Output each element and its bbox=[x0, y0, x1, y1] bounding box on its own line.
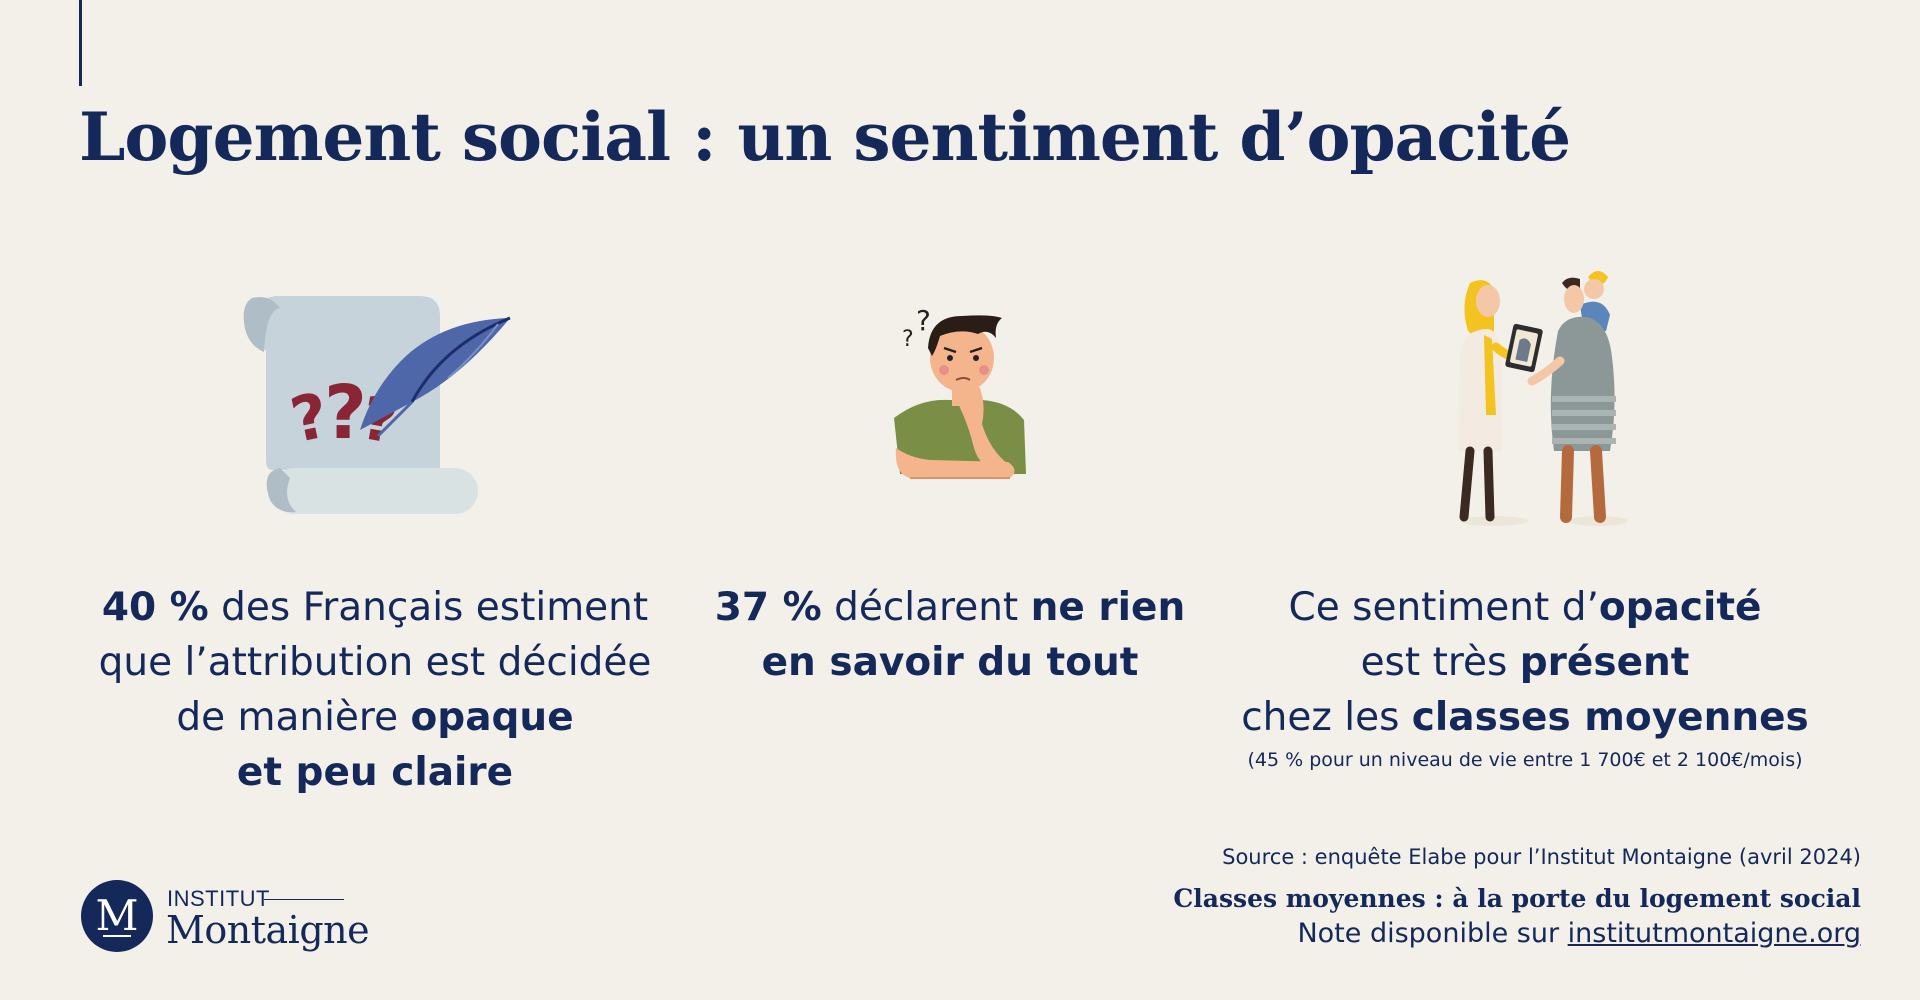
availability-note: Note disponible sur institutmontaigne.or… bbox=[1297, 918, 1861, 949]
stat-line: de manière opaque bbox=[75, 690, 675, 745]
stat-text: de manière bbox=[176, 695, 411, 740]
stat-text: des Français estiment bbox=[208, 585, 649, 630]
stat-percent: 40 % bbox=[101, 585, 209, 630]
logo-line-1: INSTITUT bbox=[167, 886, 270, 911]
website-link[interactable]: institutmontaigne.org bbox=[1567, 918, 1861, 949]
stat-text: déclarent bbox=[821, 585, 1031, 630]
stat-note: (45 % pour un niveau de vie entre 1 700€… bbox=[1247, 749, 1803, 771]
stat-emphasis: opacité bbox=[1598, 585, 1762, 630]
publication-title: Classes moyennes : à la porte du logemen… bbox=[1173, 884, 1861, 913]
logo-rule bbox=[264, 899, 344, 900]
page-title: Logement social : un sentiment d’opacité bbox=[79, 98, 1571, 176]
stat-emphasis: présent bbox=[1519, 640, 1690, 685]
stat-line: est très présent bbox=[1225, 635, 1825, 690]
logo-line-2: Montaigne bbox=[166, 908, 370, 952]
stat-text: est très bbox=[1360, 640, 1520, 685]
availability-prefix: Note disponible sur bbox=[1297, 918, 1568, 949]
stat-middle-classes: Ce sentiment d’opacité est très présent … bbox=[1225, 580, 1825, 773]
stat-emphasis: et peu claire bbox=[236, 750, 514, 795]
scroll-with-question-marks-icon: ? ? ? bbox=[243, 296, 511, 514]
thinking-person-icon: ? ? bbox=[894, 304, 1026, 479]
small-question-marks: ? bbox=[902, 327, 914, 352]
logo-emblem: M bbox=[81, 880, 153, 952]
stat-text: que l’attribution est décidée bbox=[98, 640, 652, 685]
stat-emphasis: en savoir du tout bbox=[761, 640, 1139, 685]
stat-no-knowledge: 37 % déclarent ne rien en savoir du tout bbox=[665, 580, 1235, 690]
stat-opaque-attribution: 40 % des Français estiment que l’attribu… bbox=[75, 580, 675, 800]
stat-line: chez les classes moyennes bbox=[1225, 690, 1825, 745]
stat-text: chez les bbox=[1241, 695, 1412, 740]
stat-line: 40 % des Français estiment bbox=[75, 580, 675, 635]
stat-percent: 37 % bbox=[714, 585, 822, 630]
stat-line: Ce sentiment d’opacité bbox=[1225, 580, 1825, 635]
feather-icon bbox=[360, 318, 510, 430]
stat-emphasis: opaque bbox=[410, 695, 574, 740]
stat-line: en savoir du tout bbox=[665, 635, 1235, 690]
stat-line: et peu claire bbox=[75, 745, 675, 800]
stat-line: 37 % déclarent ne rien bbox=[665, 580, 1235, 635]
people-with-tablet-icon bbox=[1458, 271, 1628, 526]
accent-line bbox=[79, 0, 82, 86]
source-note: Source : enquête Elabe pour l’Institut M… bbox=[1222, 845, 1861, 869]
logo-emblem-bar bbox=[103, 935, 131, 937]
stat-emphasis: classes moyennes bbox=[1411, 695, 1809, 740]
stat-text: Ce sentiment d’ bbox=[1288, 585, 1599, 630]
question-mark-2: ? bbox=[324, 370, 367, 456]
svg-text:?: ? bbox=[916, 304, 931, 337]
institut-montaigne-logo: M INSTITUT Montaigne bbox=[81, 880, 370, 952]
stat-emphasis: ne rien bbox=[1030, 585, 1186, 630]
